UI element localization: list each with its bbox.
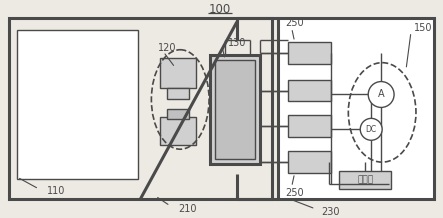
Text: A: A <box>378 90 385 99</box>
Text: 110: 110 <box>47 186 65 196</box>
Text: 210: 210 <box>178 204 197 214</box>
Text: 230: 230 <box>322 207 340 217</box>
Bar <box>288 42 331 64</box>
Text: 信号源: 信号源 <box>357 175 373 185</box>
Bar <box>160 58 196 88</box>
Bar <box>167 88 189 99</box>
Bar <box>288 115 331 137</box>
Text: 250: 250 <box>286 188 304 198</box>
Bar <box>288 80 331 101</box>
Bar <box>288 151 331 173</box>
Bar <box>339 171 391 189</box>
Bar <box>9 18 272 199</box>
Text: 120: 120 <box>158 43 177 53</box>
Text: 250: 250 <box>286 18 304 28</box>
Text: 130: 130 <box>228 38 246 48</box>
Text: DC: DC <box>365 125 377 134</box>
Bar <box>160 117 196 145</box>
Bar <box>17 30 139 179</box>
Bar <box>215 60 255 159</box>
Text: 100: 100 <box>209 3 231 16</box>
Circle shape <box>368 82 394 107</box>
Bar <box>167 109 189 119</box>
Bar <box>210 55 260 164</box>
Circle shape <box>360 118 382 140</box>
Text: 150: 150 <box>414 23 432 33</box>
Bar <box>278 18 434 199</box>
